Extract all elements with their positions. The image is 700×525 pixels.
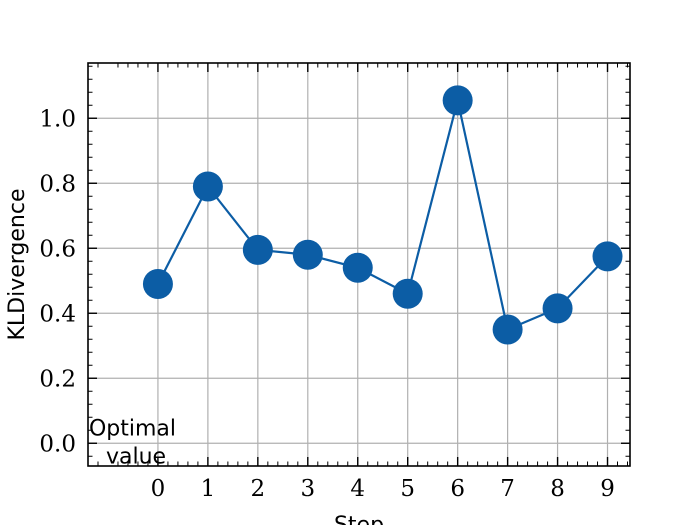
x-axis-label: Step: [334, 513, 384, 525]
annotation-line-1: Optimal: [89, 416, 176, 441]
x-tick-label: 9: [600, 476, 615, 502]
series-line: [156, 100, 609, 332]
y-tick-label: 0.2: [39, 366, 76, 392]
y-tick-label: 1.0: [39, 106, 76, 132]
plot-frame: [87, 62, 631, 467]
data-point: [592, 241, 623, 272]
data-point: [542, 293, 573, 324]
data-point: [392, 278, 423, 309]
x-tick-label: 5: [400, 476, 415, 502]
data-point: [492, 314, 523, 345]
data-point: [342, 252, 373, 283]
y-tick-label: 0.8: [39, 171, 76, 197]
x-tick-label: 6: [450, 476, 465, 502]
series-layer: [142, 85, 623, 345]
x-tick-label: 7: [500, 476, 515, 502]
y-axis-label: KLDivergence: [5, 188, 30, 340]
data-point: [192, 171, 223, 202]
x-tick-label: 1: [201, 476, 216, 502]
ticks: [88, 63, 630, 466]
data-point: [442, 85, 473, 116]
x-tick-label: 2: [251, 476, 266, 502]
x-tick-label: 3: [300, 476, 315, 502]
x-tick-label: 4: [350, 476, 365, 502]
x-tick-label: 8: [550, 476, 565, 502]
annotation-line-2: value: [106, 444, 166, 469]
y-tick-label: 0.0: [39, 431, 76, 457]
y-tick-label: 0.4: [39, 301, 76, 327]
y-tick-label: 0.6: [39, 236, 76, 262]
x-tick-label: 0: [151, 476, 166, 502]
data-point: [292, 239, 323, 270]
data-point: [242, 234, 273, 265]
data-point: [142, 269, 173, 299]
tick-labels: 0 1 2 3 4 5 6 7 8 9 0.0 0.2 0.4 0.6 0.8 1.0: [39, 106, 614, 502]
optimal-value-annotation: Optimal value: [89, 416, 183, 469]
